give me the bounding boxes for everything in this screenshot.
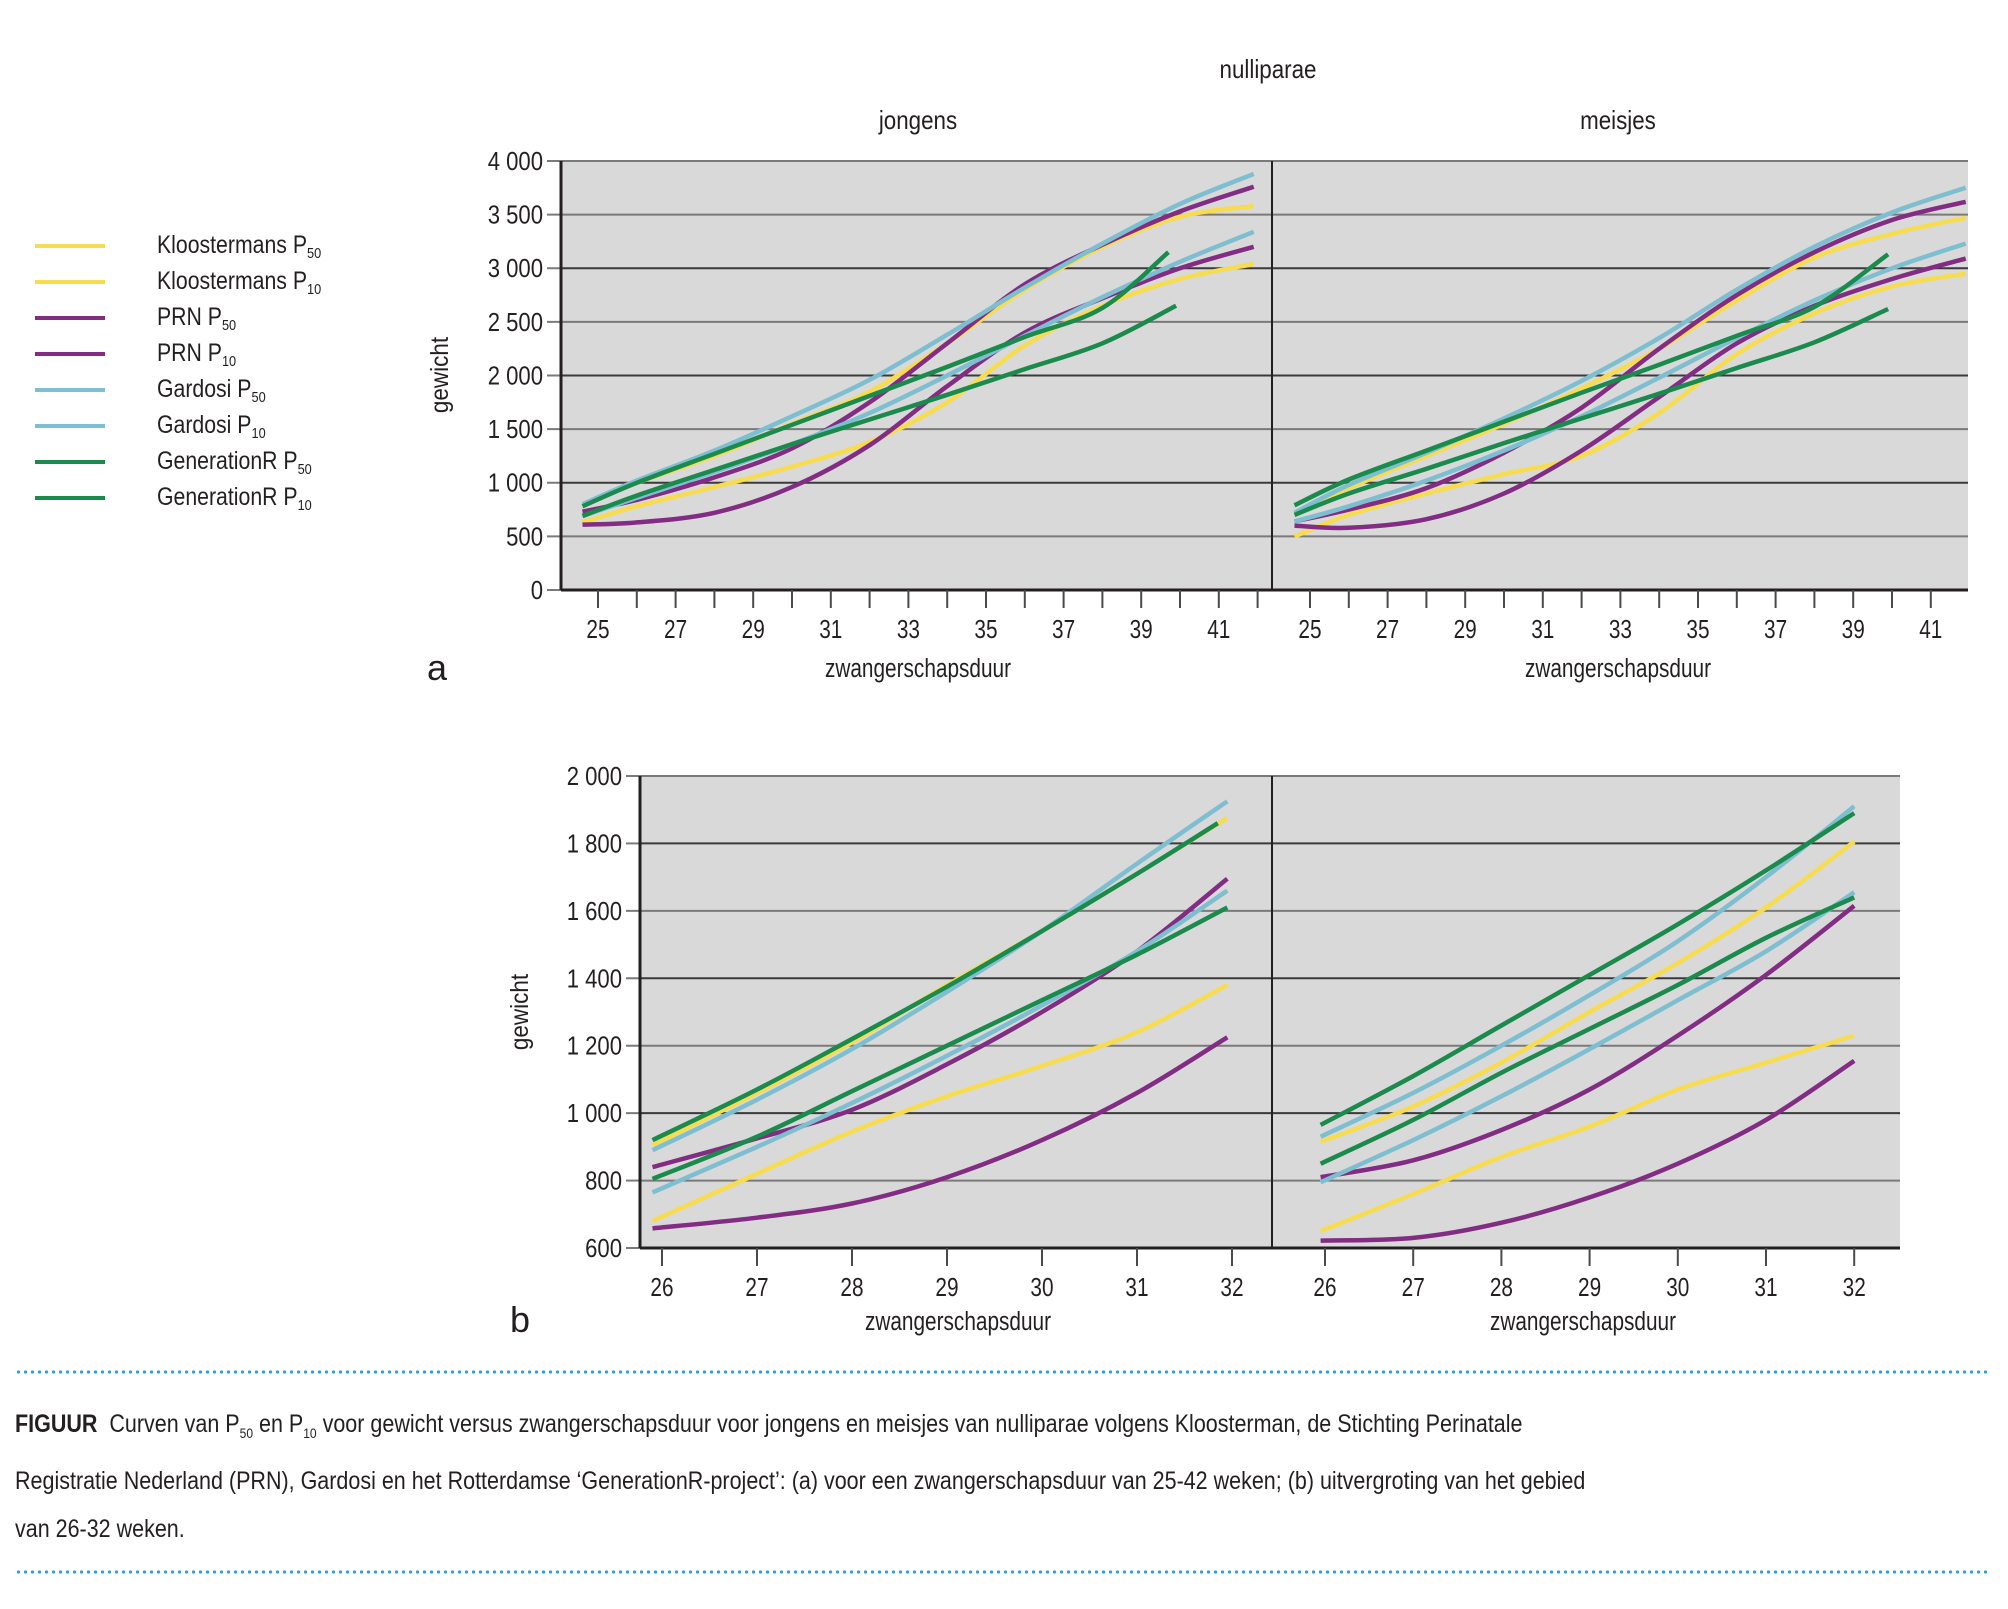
y-tick-label: 1 800	[567, 830, 622, 859]
x-tick-label: 33	[1609, 615, 1632, 644]
caption-sub: 10	[303, 1425, 316, 1441]
caption-line-1: FIGUUR Curven van P50 en P10 voor gewich…	[15, 1400, 1993, 1457]
caption-text: Curven van P	[109, 1410, 239, 1438]
x-tick-label: 27	[664, 615, 687, 644]
x-tick-label: 27	[745, 1273, 768, 1302]
x-tick-label: 30	[1030, 1273, 1053, 1302]
caption-text: en P	[253, 1410, 303, 1438]
x-tick-label: 31	[819, 615, 842, 644]
x-tick-label: 35	[1686, 615, 1709, 644]
x-tick-label: 29	[1454, 615, 1477, 644]
caption-label: FIGUUR	[15, 1410, 97, 1438]
y-tick-label: 2 000	[488, 362, 543, 391]
x-tick-label: 31	[1125, 1273, 1148, 1302]
x-tick-label: 37	[1764, 615, 1787, 644]
y-tick-label: 3 000	[488, 255, 543, 284]
y-tick-label: 1 600	[567, 897, 622, 926]
chart-a-xlabel-left: zwangerschapsduur	[825, 654, 1011, 683]
facet-title-jongens: jongens	[878, 106, 957, 135]
y-tick-label: 1 400	[567, 965, 622, 994]
chart-a-xlabel-right: zwangerschapsduur	[1525, 654, 1711, 683]
x-tick-label: 28	[840, 1273, 863, 1302]
y-tick-label: 3 500	[488, 201, 543, 230]
caption-divider-top	[15, 1370, 1990, 1374]
chart-a-ylabel: gewicht	[426, 337, 454, 414]
chart-b-ylabel: gewicht	[506, 974, 534, 1051]
x-tick-label: 25	[1298, 615, 1321, 644]
x-tick-label: 35	[974, 615, 997, 644]
y-tick-label: 4 000	[488, 147, 543, 176]
caption-divider-bottom	[15, 1570, 1990, 1574]
x-tick-label: 27	[1402, 1273, 1425, 1302]
x-tick-label: 29	[935, 1273, 958, 1302]
chart-b-xlabel-right: zwangerschapsduur	[1490, 1307, 1676, 1336]
x-tick-label: 33	[897, 615, 920, 644]
x-tick-label: 41	[1919, 615, 1942, 644]
y-tick-label: 1 000	[488, 469, 543, 498]
x-tick-label: 32	[1220, 1273, 1243, 1302]
x-tick-label: 31	[1531, 615, 1554, 644]
x-tick-label: 41	[1207, 615, 1230, 644]
x-tick-label: 28	[1490, 1273, 1513, 1302]
x-tick-label: 25	[586, 615, 609, 644]
caption-line-2: Registratie Nederland (PRN), Gardosi en …	[15, 1457, 1993, 1505]
y-tick-label: 1 200	[567, 1032, 622, 1061]
y-tick-label: 0	[531, 576, 543, 605]
x-tick-label: 29	[742, 615, 765, 644]
figure-caption: FIGUUR Curven van P50 en P10 voor gewich…	[15, 1400, 1995, 1553]
x-tick-label: 26	[1313, 1273, 1336, 1302]
chart-a-title: nulliparae	[1220, 55, 1317, 84]
y-tick-label: 2 500	[488, 308, 543, 337]
x-tick-label: 30	[1666, 1273, 1689, 1302]
chart-b-xlabel-left: zwangerschapsduur	[865, 1307, 1051, 1336]
chart-a-panel-label: a	[427, 647, 448, 688]
chart-b-panel-label: b	[510, 1299, 530, 1340]
x-tick-label: 39	[1842, 615, 1865, 644]
x-tick-label: 39	[1130, 615, 1153, 644]
y-tick-label: 2 000	[567, 762, 622, 791]
x-tick-label: 37	[1052, 615, 1075, 644]
caption-line-3: van 26-32 weken.	[15, 1505, 1993, 1553]
y-tick-label: 1 000	[567, 1100, 622, 1129]
y-tick-label: 500	[506, 523, 543, 552]
x-tick-label: 32	[1843, 1273, 1866, 1302]
x-tick-label: 26	[650, 1273, 673, 1302]
facet-title-meisjes: meisjes	[1580, 106, 1656, 135]
y-tick-label: 800	[585, 1167, 622, 1196]
caption-sub: 50	[240, 1425, 253, 1441]
x-tick-label: 29	[1578, 1273, 1601, 1302]
x-tick-label: 31	[1754, 1273, 1777, 1302]
caption-text: voor gewicht versus zwangerschapsduur vo…	[317, 1410, 1523, 1438]
x-tick-label: 27	[1376, 615, 1399, 644]
y-tick-label: 1 500	[488, 415, 543, 444]
y-tick-label: 600	[585, 1234, 622, 1263]
chart-svg: nulliparae jongens meisjes 0 500 1 000 1 50…	[0, 0, 2008, 1380]
